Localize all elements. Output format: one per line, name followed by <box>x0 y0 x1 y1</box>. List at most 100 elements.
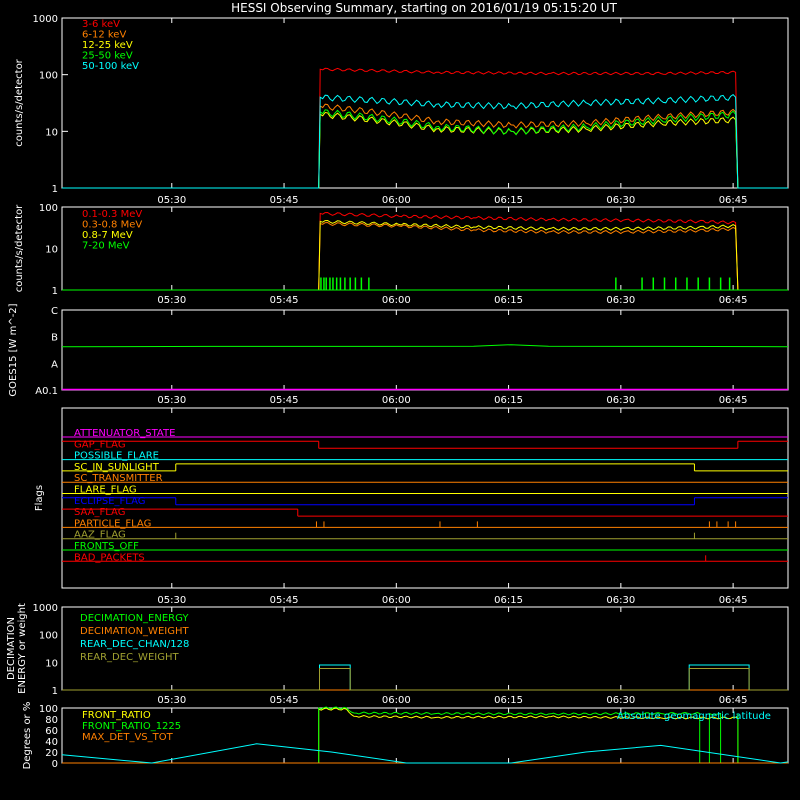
high-energy-panel <box>61 206 789 291</box>
count-rates-series-4 <box>62 93 788 189</box>
high-energy-time-tick-3: 06:15 <box>494 295 523 306</box>
ratios-ytick-4: 80 <box>45 715 58 726</box>
goes-time-tick-3: 06:15 <box>494 395 523 406</box>
count-rates-legend-3: 25-50 keV <box>82 51 133 62</box>
decimation-time-tick-2: 06:00 <box>382 695 411 706</box>
ratios-ytick-0: 0 <box>52 759 58 770</box>
decimation-time-tick-0: 05:30 <box>157 695 186 706</box>
ratios-ytick-1: 20 <box>45 748 58 759</box>
flag-label-9: AAZ_FLAG <box>74 530 126 541</box>
count-rates-ytick-2: 100 <box>39 71 58 82</box>
goes-time-tick-0: 05:30 <box>157 395 186 406</box>
count-rates-legend-1: 6-12 keV <box>82 30 126 41</box>
count-rates-legend-4: 50-100 keV <box>82 61 139 72</box>
count-rates-legend-2: 12-25 keV <box>82 40 133 51</box>
flag-label-5: FLARE_FLAG <box>74 485 137 496</box>
goes-ytick-1: A <box>51 359 58 370</box>
flag-label-10: FRONTS_OFF <box>74 541 139 552</box>
ratios-legend-1: FRONT_RATIO_1225 <box>82 721 181 732</box>
ratios-legend-2: MAX_DET_VS_TOT <box>82 732 174 743</box>
count-rates-time-tick-3: 06:15 <box>494 195 523 206</box>
high-energy-legend-0: 0.1-0.3 MeV <box>82 209 142 220</box>
figure-title: HESSI Observing Summary, starting on 201… <box>231 1 617 15</box>
high-energy-series-1 <box>62 221 788 291</box>
high-energy-legend-3: 7-20 MeV <box>82 241 130 252</box>
count-rates-series-1 <box>62 103 788 189</box>
high-energy-ytick-1: 10 <box>45 245 58 256</box>
goes-time-tick-4: 06:30 <box>606 395 635 406</box>
count-rates-ytick-0: 1 <box>52 184 58 195</box>
ratios-ylabel: Degrees or % <box>22 702 33 770</box>
high-energy-legend-1: 0.3-0.8 MeV <box>82 220 142 231</box>
high-energy-legend-2: 0.8-7 MeV <box>82 230 133 241</box>
decimation-ytick-0: 1 <box>52 686 58 697</box>
high-energy-time-tick-4: 06:30 <box>606 295 635 306</box>
goes-time-tick-5: 06:45 <box>719 395 748 406</box>
count-rates-time-tick-4: 06:30 <box>606 195 635 206</box>
ratios-ytick-5: 100 <box>39 704 58 715</box>
flag-label-4: SC_TRANSMITTER <box>74 473 163 484</box>
high-energy-ytick-2: 100 <box>39 203 58 214</box>
ratios-annotation: Absolute geomagnetic latitude <box>617 711 771 722</box>
decimation-time-tick-4: 06:30 <box>606 695 635 706</box>
flag-label-0: ATTENUATOR_STATE <box>74 428 175 439</box>
flags-time-tick-0: 05:30 <box>157 595 186 606</box>
flag-label-7: SAA_FLAG <box>74 507 125 518</box>
goes-ytick-0: A0.1 <box>35 386 58 397</box>
goes-ytick-3: C <box>51 306 58 317</box>
flags-time-tick-3: 06:15 <box>494 595 523 606</box>
decimation-ytick-3: 1000 <box>33 603 58 614</box>
goes-series-0 <box>61 344 789 348</box>
decimation-ylabel-line2: ENERGY or weight <box>17 603 28 694</box>
count-rates-series-2 <box>62 111 788 189</box>
goes-ylabel: GOES15 [W m^-2] <box>8 303 19 396</box>
high-energy-time-tick-2: 06:00 <box>382 295 411 306</box>
decimation-time-tick-1: 05:45 <box>270 695 299 706</box>
high-energy-time-tick-5: 06:45 <box>719 295 748 306</box>
count-rates-time-tick-2: 06:00 <box>382 195 411 206</box>
flags-time-tick-5: 06:45 <box>719 595 748 606</box>
ratios-series-3 <box>61 743 789 764</box>
flag-label-8: PARTICLE_FLAG <box>74 518 151 529</box>
goes-time-tick-2: 06:00 <box>382 395 411 406</box>
count-rates-ytick-1: 10 <box>45 127 58 138</box>
count-rates-ylabel: counts/s/detector <box>14 58 25 146</box>
decimation-time-tick-5: 06:45 <box>719 695 748 706</box>
high-energy-series-0 <box>62 211 788 291</box>
decimation-legend-3: REAR_DEC_WEIGHT <box>80 652 179 663</box>
high-energy-series-2 <box>62 219 788 291</box>
count-rates-time-tick-1: 05:45 <box>270 195 299 206</box>
flags-time-tick-4: 06:30 <box>606 595 635 606</box>
high-energy-ylabel: counts/s/detector <box>14 204 25 292</box>
goes-ytick-2: B <box>51 333 58 344</box>
high-energy-ytick-0: 1 <box>52 286 58 297</box>
decimation-ytick-2: 100 <box>39 631 58 642</box>
decimation-legend-2: REAR_DEC_CHAN/128 <box>80 639 189 650</box>
flags-ylabel: Flags <box>34 485 45 511</box>
decimation-time-tick-3: 06:15 <box>494 695 523 706</box>
decimation-series-2 <box>62 664 788 691</box>
count-rates-ytick-3: 1000 <box>33 14 58 25</box>
ratios-series-1 <box>318 706 739 764</box>
decimation-ytick-1: 10 <box>45 658 58 669</box>
count-rates-legend-0: 3-6 keV <box>82 19 120 30</box>
ratios-legend-0: FRONT_RATIO <box>82 710 151 721</box>
ratios-ytick-3: 60 <box>45 726 58 737</box>
ratios-series-0 <box>318 707 739 763</box>
flag-label-1: GAP_FLAG <box>74 439 126 450</box>
flags-time-tick-2: 06:00 <box>382 595 411 606</box>
goes-time-tick-1: 05:45 <box>270 395 299 406</box>
high-energy-time-tick-1: 05:45 <box>270 295 299 306</box>
decimation-legend-0: DECIMATION_ENERGY <box>80 613 189 624</box>
flags-time-tick-1: 05:45 <box>270 595 299 606</box>
count-rates-panel <box>61 17 789 189</box>
count-rates-time-tick-0: 05:30 <box>157 195 186 206</box>
flag-label-3: SC_IN_SUNLIGHT <box>74 462 160 473</box>
goes-panel <box>61 309 789 391</box>
flag-label-6: ECLIPSE_FLAG <box>74 496 145 507</box>
count-rates-series-0 <box>62 67 788 189</box>
count-rates-time-tick-5: 06:45 <box>719 195 748 206</box>
ratios-ytick-2: 40 <box>45 737 58 748</box>
